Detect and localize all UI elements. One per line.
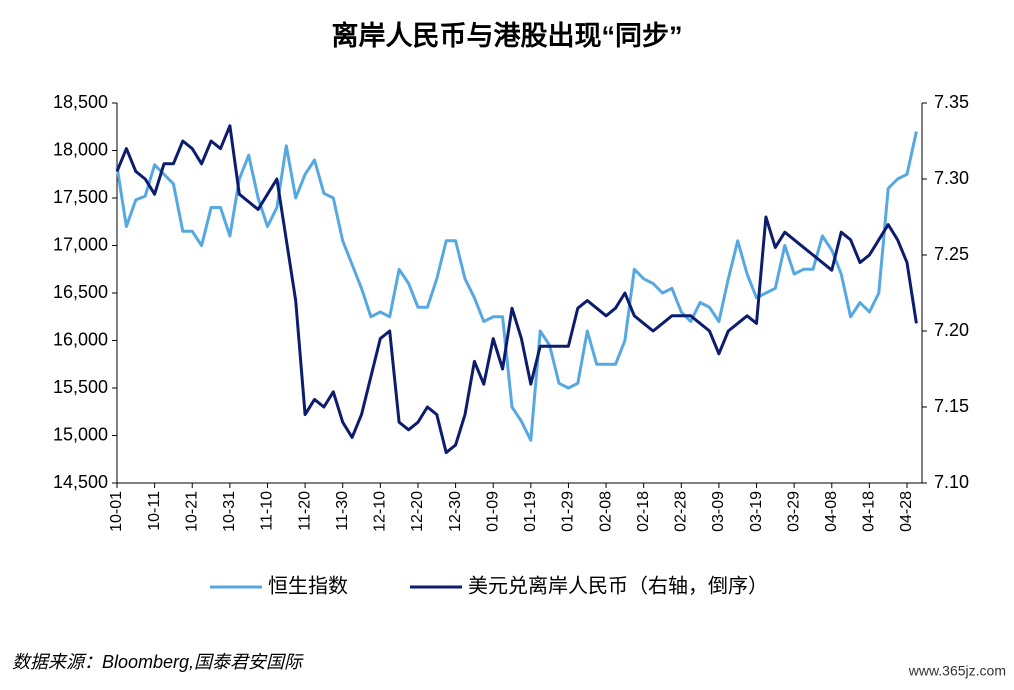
y-tick-label: 17,000 [53,234,108,254]
legend-label: 恒生指数 [268,574,348,597]
x-tick-label: 10-31 [221,491,238,532]
x-tick-label: 04-28 [898,491,915,532]
x-tick-label: 11-20 [296,491,313,531]
x-tick-label: 03-09 [710,491,727,532]
y-tick-label: 18,500 [53,92,108,112]
x-tick-label: 11-10 [259,491,276,531]
y2-tick-label: 7.25 [934,244,969,264]
y2-tick-label: 7.30 [934,168,969,188]
x-tick-label: 10-11 [146,491,163,531]
watermark: www.365jz.com [908,663,1006,679]
x-tick-label: 11-30 [334,491,351,531]
y-tick-label: 15,500 [53,377,108,397]
x-tick-label: 12-30 [447,491,464,532]
y2-tick-label: 7.20 [934,320,969,340]
x-tick-label: 02-28 [673,491,690,532]
x-tick-label: 03-29 [785,491,802,532]
source-note: 数据来源：Bloomberg,国泰君安国际 [12,652,304,672]
series-line [115,124,918,455]
x-tick-label: 04-18 [861,491,878,532]
x-tick-label: 01-09 [484,491,501,532]
x-tick-label: 02-08 [597,491,614,532]
x-tick-label: 03-19 [748,491,765,532]
y-tick-label: 15,000 [53,424,108,444]
y-tick-label: 16,000 [53,329,108,349]
y-tick-label: 14,500 [53,472,108,492]
x-tick-label: 12-10 [372,491,389,532]
x-tick-label: 10-21 [183,491,200,532]
x-tick-label: 04-08 [823,491,840,532]
y-tick-label: 18,000 [53,139,108,159]
x-tick-label: 12-20 [409,491,426,532]
y-tick-label: 17,500 [53,187,108,207]
y2-tick-label: 7.10 [934,472,969,492]
x-tick-label: 02-18 [635,491,652,532]
series-line [115,131,918,442]
x-tick-label: 01-19 [522,491,539,532]
x-tick-label: 01-29 [560,491,577,532]
y2-tick-label: 7.35 [934,92,969,112]
y-tick-label: 16,500 [53,282,108,302]
legend-label: 美元兑离岸人民币（右轴，倒序） [468,574,768,597]
chart-title: 离岸人民币与港股出现“同步” [332,20,683,51]
x-tick-label: 10-01 [108,491,125,532]
y2-tick-label: 7.15 [934,396,969,416]
